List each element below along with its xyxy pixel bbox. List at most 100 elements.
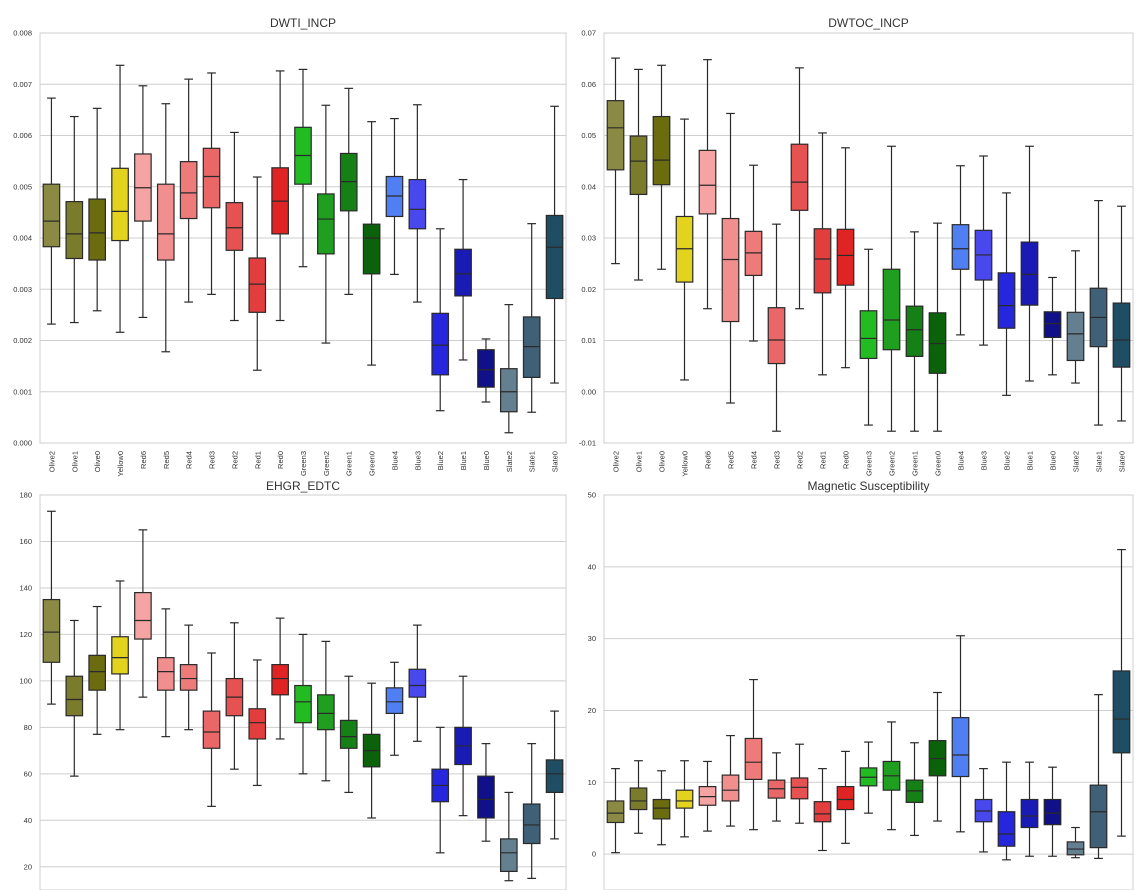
y-tick-label: 0 bbox=[592, 850, 596, 859]
box-slate1 bbox=[1089, 199, 1108, 426]
x-tick-label: Yellow0 bbox=[116, 451, 125, 477]
x-tick-label: Slate0 bbox=[551, 451, 560, 472]
box-blue0 bbox=[477, 743, 495, 842]
iqr-box bbox=[1043, 311, 1062, 339]
iqr-box bbox=[545, 759, 564, 794]
iqr-box bbox=[1020, 798, 1039, 829]
y-tick-label: 0.05 bbox=[581, 131, 596, 140]
x-tick-label: Blue0 bbox=[482, 451, 491, 470]
box-green3 bbox=[294, 68, 312, 268]
box-blue4 bbox=[951, 635, 970, 833]
box-red6 bbox=[698, 760, 717, 832]
box-blue3 bbox=[974, 155, 993, 346]
y-tick-label: 0.06 bbox=[581, 80, 596, 89]
x-tick-label: Blue1 bbox=[1026, 451, 1035, 470]
y-tick-label: 20 bbox=[588, 706, 596, 715]
box-olive2 bbox=[606, 57, 625, 265]
box-red2 bbox=[225, 131, 244, 322]
panel-dwtoc-incp: -0.01 0.00 0.01 0.02 0.03 0.04 0.05 0.06 0.07 DWT… bbox=[579, 16, 1134, 477]
box-yellow0 bbox=[675, 118, 694, 381]
iqr-box bbox=[997, 272, 1016, 329]
box-green2 bbox=[317, 640, 335, 782]
x-tick-label: Olive2 bbox=[47, 451, 56, 472]
x-tick-label: Red2 bbox=[796, 451, 805, 469]
y-tick-label: 0.006 bbox=[13, 131, 32, 140]
box-green0 bbox=[928, 691, 947, 822]
iqr-box bbox=[179, 664, 198, 691]
box-red6 bbox=[134, 85, 152, 319]
plot-frame bbox=[603, 32, 1134, 444]
y-tick-label: 0.04 bbox=[581, 182, 596, 191]
iqr-box bbox=[629, 787, 648, 811]
iqr-box bbox=[385, 687, 404, 715]
x-tick-label: Blue2 bbox=[436, 451, 445, 470]
x-tick-label: Green1 bbox=[911, 451, 920, 476]
iqr-box bbox=[767, 307, 786, 365]
iqr-box bbox=[42, 183, 61, 248]
box-red4 bbox=[744, 678, 763, 831]
chart-title: EHGR_EDTC bbox=[266, 479, 340, 493]
box-blue4 bbox=[385, 117, 404, 275]
box-blue0 bbox=[477, 338, 495, 403]
box-olive1 bbox=[629, 68, 648, 281]
x-tick-label: Red3 bbox=[208, 451, 217, 469]
y-tick-label: 0.02 bbox=[581, 285, 596, 294]
box-red0 bbox=[836, 147, 855, 369]
iqr-box bbox=[606, 100, 625, 171]
iqr-box bbox=[42, 598, 61, 663]
box-slate2 bbox=[499, 791, 518, 882]
x-tick-label: Olive0 bbox=[658, 451, 667, 472]
x-tick-label: Blue0 bbox=[1049, 451, 1058, 470]
panel-dwti-incp: 0.000 0.001 0.002 0.003 0.004 0.005 0.006 0.007… bbox=[13, 16, 567, 477]
x-tick-label: Red0 bbox=[276, 451, 285, 469]
y-tick-label: 40 bbox=[588, 562, 596, 571]
iqr-box bbox=[522, 803, 541, 845]
y-tick-label: 0.00 bbox=[581, 387, 596, 396]
x-tick-label: Blue1 bbox=[459, 451, 468, 470]
box-yellow0 bbox=[111, 580, 129, 731]
box-blue2 bbox=[997, 761, 1016, 861]
box-blue1 bbox=[1020, 761, 1039, 857]
y-tick-label: 0.004 bbox=[13, 234, 32, 243]
box-green1 bbox=[905, 231, 924, 432]
iqr-box bbox=[790, 777, 809, 800]
y-tick-label: 0.008 bbox=[13, 29, 32, 38]
box-olive0 bbox=[652, 64, 671, 270]
box-olive2 bbox=[42, 510, 61, 705]
x-tick-label: Red4 bbox=[185, 451, 194, 469]
box-slate2 bbox=[499, 304, 518, 434]
box-blue3 bbox=[974, 768, 993, 853]
plot-frame bbox=[39, 494, 567, 890]
box-red2 bbox=[790, 743, 809, 824]
x-tick-label: Slate1 bbox=[528, 451, 537, 472]
iqr-box bbox=[477, 775, 495, 819]
y-tick-label: 20 bbox=[24, 862, 32, 871]
box-slate2 bbox=[1066, 250, 1085, 384]
x-tick-label: Olive0 bbox=[93, 451, 102, 472]
y-tick-label: 0.005 bbox=[13, 182, 32, 191]
iqr-box bbox=[813, 801, 832, 823]
iqr-box bbox=[905, 305, 924, 357]
box-yellow0 bbox=[111, 64, 129, 333]
iqr-box bbox=[65, 201, 84, 260]
box-olive1 bbox=[65, 619, 84, 777]
x-tick-label: Green0 bbox=[368, 451, 377, 476]
box-red3 bbox=[767, 752, 786, 822]
box-slate0 bbox=[1112, 205, 1131, 422]
box-blue0 bbox=[1043, 766, 1062, 857]
box-green2 bbox=[317, 104, 335, 344]
box-red4 bbox=[179, 78, 198, 303]
iqr-box bbox=[271, 664, 289, 696]
iqr-box bbox=[1066, 841, 1085, 856]
x-tick-label: Green3 bbox=[865, 451, 874, 476]
box-blue3 bbox=[408, 104, 427, 303]
box-olive0 bbox=[88, 605, 107, 735]
box-olive0 bbox=[88, 107, 107, 312]
box-red1 bbox=[813, 132, 832, 376]
plot-area bbox=[604, 495, 1133, 890]
box-blue2 bbox=[431, 726, 450, 854]
iqr-box bbox=[790, 143, 809, 211]
plot-frame bbox=[39, 32, 567, 444]
box-slate1 bbox=[522, 743, 541, 879]
